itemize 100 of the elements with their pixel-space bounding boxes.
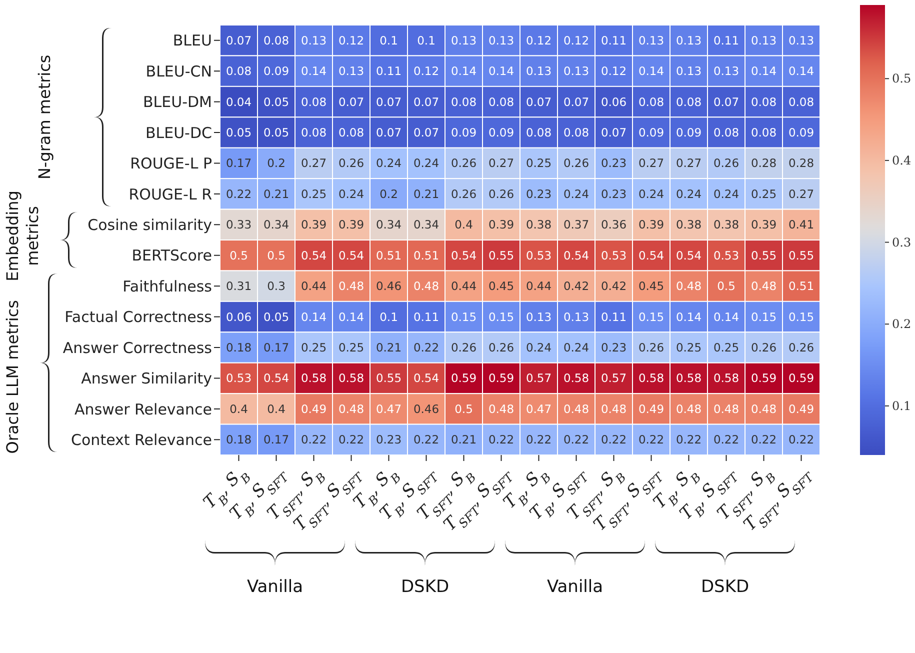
data-label: 0.48 xyxy=(676,279,702,294)
data-label: 0.09 xyxy=(263,64,290,78)
data-label: 0.39 xyxy=(638,218,664,232)
data-label: 0.1 xyxy=(380,310,398,324)
data-label: 0.58 xyxy=(563,371,590,386)
data-label: 0.39 xyxy=(338,218,364,232)
data-label: 0.12 xyxy=(600,64,627,78)
data-label: 0.26 xyxy=(450,340,477,354)
data-label: 0.48 xyxy=(563,402,590,416)
data-label: 0.22 xyxy=(413,432,440,447)
data-label: 0.25 xyxy=(713,340,740,354)
data-label: 0.25 xyxy=(300,186,327,201)
data-label: 0.24 xyxy=(338,186,364,201)
data-label: 0.13 xyxy=(338,64,364,78)
text: Embedding metrics xyxy=(3,190,42,282)
data-label: 0.54 xyxy=(413,371,440,386)
data-label: 0.15 xyxy=(788,310,814,324)
data-label: 0.13 xyxy=(676,33,702,48)
color-bar-label: 0.2 xyxy=(892,317,912,332)
data-label: 0.48 xyxy=(600,402,627,416)
data-label: 0.13 xyxy=(713,64,740,78)
data-label: 0.13 xyxy=(788,33,814,48)
data-label: 0.53 xyxy=(526,248,552,262)
data-label: 0.1 xyxy=(380,33,398,48)
data-label: 0.05 xyxy=(226,126,252,140)
data-label: 0.55 xyxy=(750,248,777,262)
data-label: 0.27 xyxy=(300,156,327,170)
data-label: 0.58 xyxy=(638,371,664,386)
data-label: 0.08 xyxy=(750,94,777,109)
data-label: 0.27 xyxy=(676,156,702,170)
data-label: 0.15 xyxy=(638,310,664,324)
y-tick-label: ROUGE-L P xyxy=(130,154,212,173)
data-label: 0.24 xyxy=(676,186,702,201)
data-label: 0.44 xyxy=(300,279,327,294)
data-label: 0.38 xyxy=(526,218,552,232)
data-label: 0.07 xyxy=(413,94,440,109)
data-label: 0.08 xyxy=(300,94,327,109)
data-label: 0.2 xyxy=(267,156,286,170)
data-label: 0.08 xyxy=(300,126,327,140)
data-label: 0.08 xyxy=(263,33,290,48)
data-label: 0.53 xyxy=(226,371,252,386)
data-label: 0.08 xyxy=(526,126,552,140)
y-tick-label: Answer Relevance xyxy=(74,400,212,418)
data-label: 0.08 xyxy=(450,94,477,109)
data-label: 0.11 xyxy=(376,64,402,78)
data-label: 0.05 xyxy=(263,126,290,140)
data-label: 0.24 xyxy=(713,186,740,201)
data-label: 0.15 xyxy=(450,310,477,324)
data-label: 0.48 xyxy=(488,402,514,416)
data-label: 0.24 xyxy=(638,186,664,201)
data-label: 0.54 xyxy=(450,248,477,262)
data-label: 0.22 xyxy=(600,432,627,447)
data-label: 0.25 xyxy=(338,340,364,354)
data-label: 0.28 xyxy=(750,156,777,170)
data-label: 0.07 xyxy=(600,126,627,140)
data-label: 0.13 xyxy=(300,33,327,48)
data-label: 0.55 xyxy=(488,248,514,262)
data-label: 0.24 xyxy=(376,156,402,170)
data-label: 0.34 xyxy=(413,218,440,232)
data-label: 0.08 xyxy=(338,126,364,140)
text: DSKD xyxy=(700,577,750,597)
data-label: 0.27 xyxy=(488,156,514,170)
data-label: 0.14 xyxy=(713,310,740,324)
data-label: 0.11 xyxy=(713,33,740,48)
data-label: 0.59 xyxy=(488,371,514,386)
data-label: 0.05 xyxy=(263,310,290,324)
data-label: 0.09 xyxy=(488,126,514,140)
data-label: 0.15 xyxy=(488,310,514,324)
data-label: 0.18 xyxy=(226,340,252,354)
data-label: 0.58 xyxy=(300,371,327,386)
data-label: 0.47 xyxy=(526,402,552,416)
data-label: 0.12 xyxy=(563,33,590,48)
data-label: 0.07 xyxy=(338,94,364,109)
data-label: 0.09 xyxy=(450,126,477,140)
data-label: 0.26 xyxy=(713,156,740,170)
data-label: 0.11 xyxy=(413,310,440,324)
data-label: 0.57 xyxy=(600,371,627,386)
data-label: 0.49 xyxy=(638,402,664,416)
data-label: 0.08 xyxy=(563,126,590,140)
data-label: 0.09 xyxy=(676,126,702,140)
data-label: 0.25 xyxy=(750,186,777,201)
data-label: 0.4 xyxy=(454,218,473,232)
data-label: 0.54 xyxy=(300,248,327,262)
data-label: 0.59 xyxy=(750,371,777,386)
data-label: 0.22 xyxy=(638,432,664,447)
data-label: 0.51 xyxy=(413,248,440,262)
data-label: 0.54 xyxy=(638,248,664,262)
data-label: 0.45 xyxy=(638,279,664,294)
data-label: 0.28 xyxy=(788,156,814,170)
data-label: 0.13 xyxy=(563,310,590,324)
data-label: 0.13 xyxy=(676,64,702,78)
data-label: 0.58 xyxy=(338,371,364,386)
data-label: 0.13 xyxy=(526,64,552,78)
data-label: 0.21 xyxy=(413,186,440,201)
data-label: 0.12 xyxy=(338,33,364,48)
data-label: 0.23 xyxy=(376,432,402,447)
data-label: 0.08 xyxy=(713,126,740,140)
data-label: 0.55 xyxy=(376,371,402,386)
data-label: 0.46 xyxy=(376,279,402,294)
data-label: 0.39 xyxy=(488,218,514,232)
